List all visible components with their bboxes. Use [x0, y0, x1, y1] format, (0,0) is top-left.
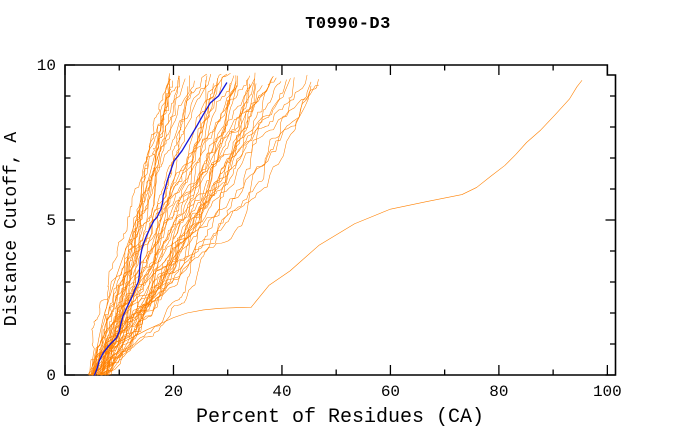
svg-text:0: 0 [60, 383, 70, 401]
svg-text:0: 0 [46, 367, 56, 385]
svg-text:20: 20 [164, 383, 183, 401]
svg-text:100: 100 [593, 383, 622, 401]
svg-text:10: 10 [37, 57, 56, 75]
svg-text:40: 40 [272, 383, 291, 401]
svg-text:5: 5 [46, 212, 56, 230]
svg-text:80: 80 [489, 383, 508, 401]
svg-text:60: 60 [381, 383, 400, 401]
